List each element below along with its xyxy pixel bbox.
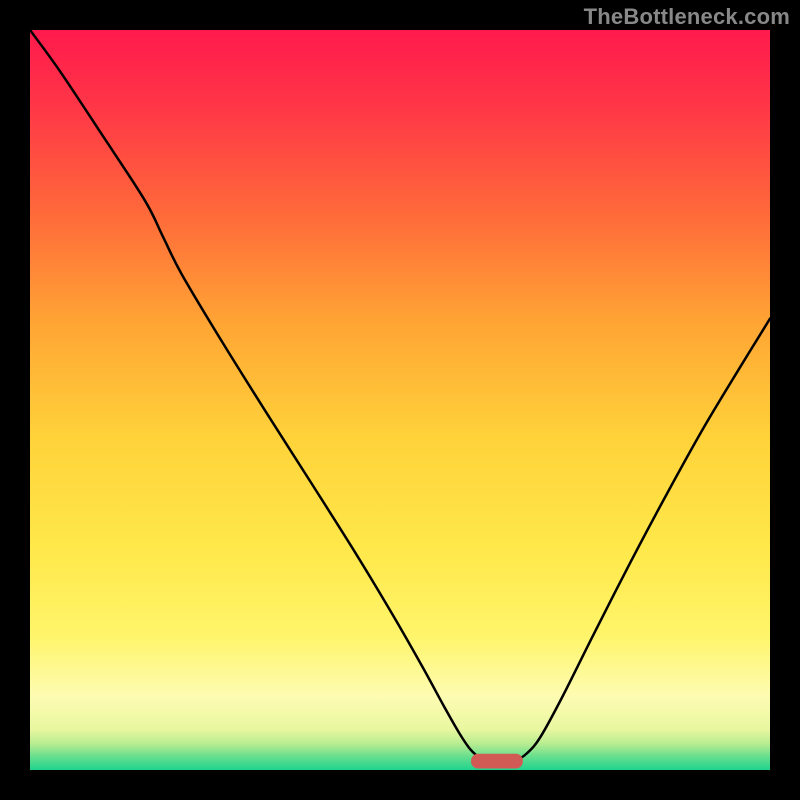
chart-frame: TheBottleneck.com bbox=[0, 0, 800, 800]
plot-area bbox=[30, 30, 770, 770]
chart-svg bbox=[0, 0, 800, 800]
watermark-label: TheBottleneck.com bbox=[584, 4, 790, 30]
optimal-marker bbox=[471, 754, 523, 769]
